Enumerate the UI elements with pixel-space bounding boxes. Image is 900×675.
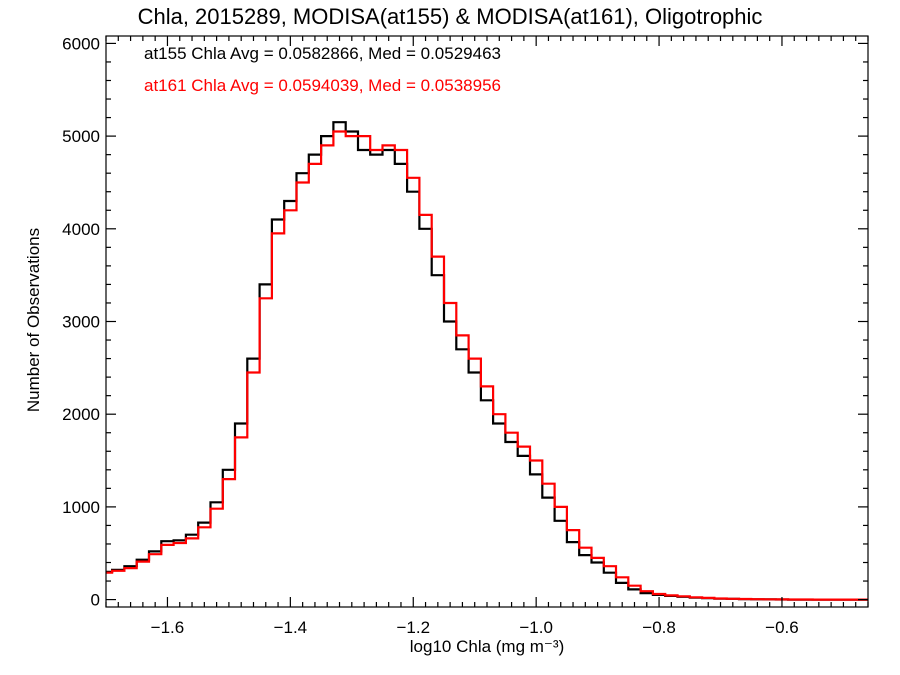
y-tick-label: 2000 [62, 405, 100, 424]
y-tick-label: 1000 [62, 498, 100, 517]
y-tick-label: 3000 [62, 313, 100, 332]
series-at161-line [106, 130, 868, 601]
y-tick-label: 5000 [62, 127, 100, 146]
x-tick-label: −1.0 [519, 618, 553, 637]
chart-title: Chla, 2015289, MODISA(at155) & MODISA(at… [137, 4, 763, 29]
x-tick-label: −1.2 [396, 618, 430, 637]
annotation-at155: at155 Chla Avg = 0.0582866, Med = 0.0529… [144, 44, 501, 63]
plot-frame [105, 35, 869, 608]
y-tick-label: 6000 [62, 34, 100, 53]
x-axis-label: log10 Chla (mg m⁻³) [409, 637, 565, 656]
y-tick-label: 4000 [62, 220, 100, 239]
x-tick-label: −0.8 [642, 618, 676, 637]
annotation-at161: at161 Chla Avg = 0.0594039, Med = 0.0538… [144, 76, 501, 95]
series-at155-line [106, 121, 868, 601]
y-tick-label: 0 [91, 591, 100, 610]
x-tick-label: −1.4 [274, 618, 308, 637]
x-tick-label: −1.6 [151, 618, 185, 637]
x-tick-label: −0.6 [765, 618, 799, 637]
